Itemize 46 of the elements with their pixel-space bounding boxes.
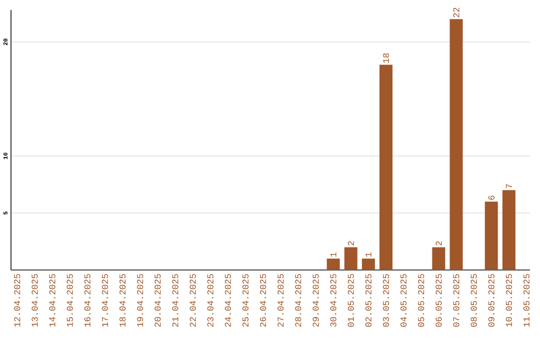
x-tick-label: 21.04.2025 (172, 274, 178, 327)
x-tick-label: 02.05.2025 (365, 274, 372, 327)
x-tick-label: 15.04.2025 (66, 274, 73, 327)
x-tick-label: 18.04.2025 (119, 274, 126, 327)
x-tick-label: 08.05.2025 (470, 274, 477, 327)
x-tick-label: 27.04.2025 (278, 274, 284, 327)
x-tick-label: 11.05.2025 (523, 274, 530, 327)
x-tick-label: 25.04.2025 (242, 274, 249, 327)
bar (326, 258, 340, 270)
bar (432, 247, 446, 270)
x-tick-label: 14.04.2025 (49, 274, 56, 327)
x-tick-label: 17.04.2025 (102, 274, 108, 327)
x-tick-label: 09.05.2025 (488, 274, 494, 327)
data-label: 1 (365, 252, 372, 257)
data-label: 22 (453, 8, 460, 18)
x-tick-label: 30.04.2025 (330, 274, 336, 327)
x-tick-label: 20.04.2025 (154, 274, 161, 327)
x-tick-label: 10.05.2025 (506, 274, 512, 327)
x-tick-label: 19.04.2025 (137, 274, 144, 327)
x-tick-label: 23.04.2025 (207, 274, 214, 327)
x-tick-label: 05.05.2025 (418, 274, 424, 327)
data-label: 18 (382, 53, 390, 63)
bar (362, 258, 375, 270)
data-label: 1 (330, 252, 336, 257)
x-tick-label: 22.04.2025 (190, 274, 196, 327)
x-tick-label: 07.05.2025 (453, 274, 460, 327)
x-tick-label: 04.05.2025 (400, 274, 407, 327)
x-tick-label: 13.04.2025 (32, 274, 38, 327)
x-tick-label: 03.05.2025 (382, 274, 390, 327)
x-tick-label: 06.05.2025 (436, 274, 442, 327)
bar (484, 202, 498, 270)
bar (344, 247, 358, 270)
data-label: 2 (348, 241, 354, 246)
bar (379, 64, 392, 270)
x-tick-label: 24.04.2025 (224, 274, 231, 327)
x-tick-label: 16.04.2025 (84, 274, 90, 327)
bar (450, 19, 463, 270)
x-tick-label: 29.04.2025 (312, 274, 319, 327)
data-label: 2 (436, 241, 442, 246)
x-tick-label: 26.04.2025 (260, 274, 266, 327)
x-tick-label: 28.04.2025 (295, 274, 302, 327)
data-label: 7 (506, 184, 512, 188)
data-label: 6 (488, 196, 494, 200)
bar (502, 190, 516, 270)
x-tick-label: 12.04.2025 (14, 274, 20, 327)
x-tick-label: 01.05.2025 (348, 274, 354, 327)
